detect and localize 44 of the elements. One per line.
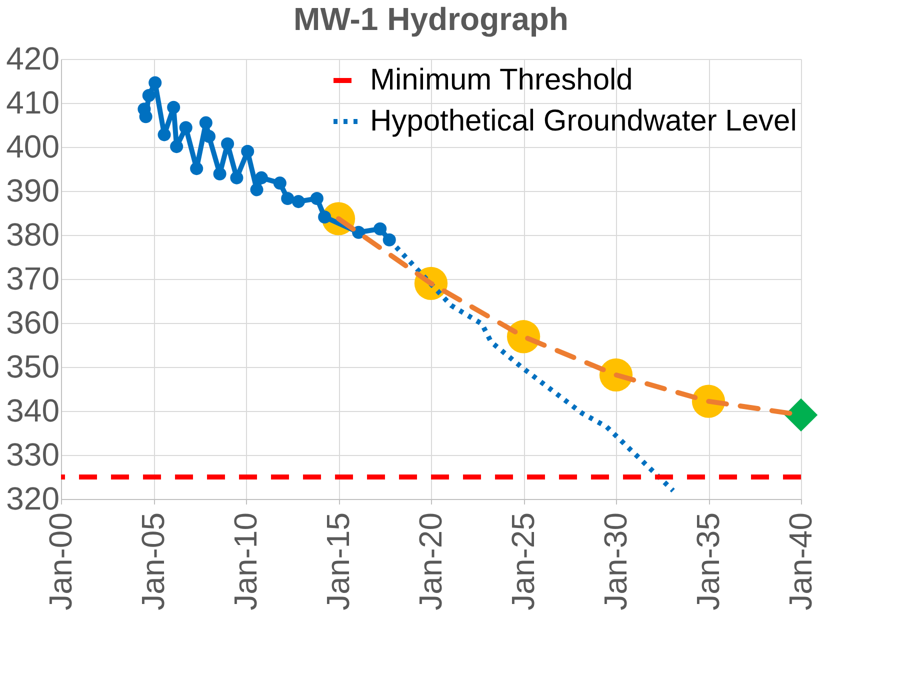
x-tick-label: Jan-15: [320, 512, 356, 610]
point: [310, 192, 324, 205]
chart-title: MW-1 Hydrograph: [294, 1, 568, 37]
point: [158, 128, 171, 142]
y-tick-label: 420: [6, 40, 60, 76]
legend-label: Minimum Threshold: [370, 64, 633, 96]
x-tick-label: Jan-35: [690, 512, 726, 610]
x-tick-label: Jan-05: [135, 512, 172, 610]
legend-label: Hypothetical Groundwater Level: [370, 104, 797, 138]
point: [318, 210, 332, 224]
point: [250, 183, 264, 196]
y-tick-label: 330: [6, 436, 60, 472]
point: [179, 121, 192, 134]
point: [167, 100, 180, 114]
point: [139, 110, 152, 124]
y-tick-label: 370: [6, 260, 60, 296]
y-tick-label: 380: [6, 216, 60, 252]
point: [221, 137, 234, 150]
point: [254, 171, 268, 184]
point: [273, 176, 286, 190]
point: [292, 195, 305, 208]
point: [784, 398, 818, 432]
x-tick-label: Jan-30: [598, 512, 634, 610]
point: [142, 89, 156, 102]
x-tick-label: Jan-40: [782, 512, 818, 610]
point: [374, 222, 387, 236]
point: [170, 140, 184, 154]
y-tick-label: 390: [6, 172, 60, 208]
point: [352, 226, 366, 239]
point: [190, 162, 204, 176]
x-tick-label: Jan-20: [412, 512, 448, 610]
point: [148, 76, 162, 90]
x-tick-label: Jan-10: [228, 512, 264, 610]
point: [230, 171, 244, 184]
y-tick-label: 360: [6, 304, 60, 340]
y-tick-label: 350: [6, 348, 60, 384]
point: [213, 167, 226, 180]
point: [281, 192, 294, 205]
point: [199, 116, 212, 130]
y-tick-label: 340: [6, 392, 60, 428]
x-tick-label: Jan-25: [505, 512, 542, 610]
y-tick-label: 400: [6, 128, 60, 164]
point: [241, 144, 254, 158]
y-tick-label: 410: [6, 84, 60, 120]
